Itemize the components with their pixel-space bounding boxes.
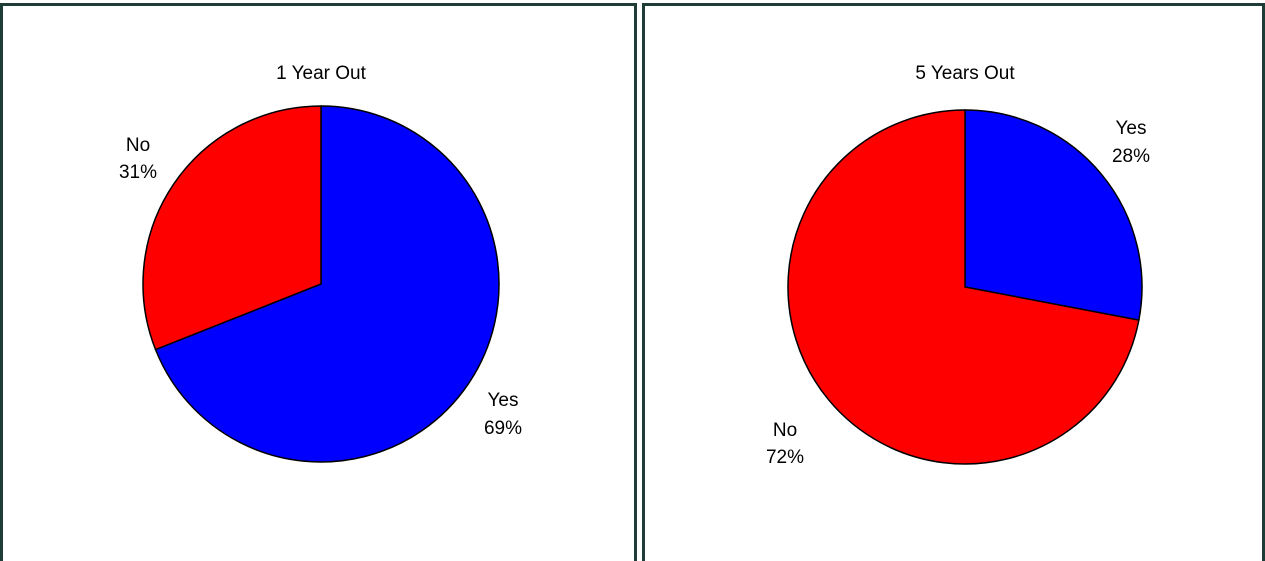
slice-label-no-1-year: No [126,135,150,156]
pie-slice-no-5-years [787,109,1140,465]
slice-label-no-5-years: No [773,420,797,441]
slice-value-no-1-year: 31% [119,162,157,183]
chart-title-5-years: 5 Years Out [915,63,1015,84]
pie-slice-no-1-year [142,105,322,351]
slice-value-no-5-years: 72% [766,447,804,468]
chart-panel-5-years: 5 Years Out Yes 28% No 72% [642,3,1265,561]
slice-label-yes-5-years: Yes [1116,118,1147,139]
pie-slice-yes-1-year [154,105,500,463]
chart-title-1-year: 1 Year Out [276,63,367,84]
pie-slices-1-year [142,105,500,463]
slice-value-yes-1-year: 69% [484,418,522,439]
slice-label-yes-1-year: Yes [488,390,519,411]
pie-slice-yes-5-years [964,109,1143,322]
chart-panel-1-year: 1 Year Out No 31% Yes 69% [0,3,637,561]
pie-chart-1-year: 1 Year Out No 31% Yes 69% [119,63,522,463]
pie-chart-5-years: 5 Years Out Yes 28% No 72% [766,63,1150,468]
pie-slices-5-years [787,109,1143,465]
slice-value-yes-5-years: 28% [1112,146,1150,167]
